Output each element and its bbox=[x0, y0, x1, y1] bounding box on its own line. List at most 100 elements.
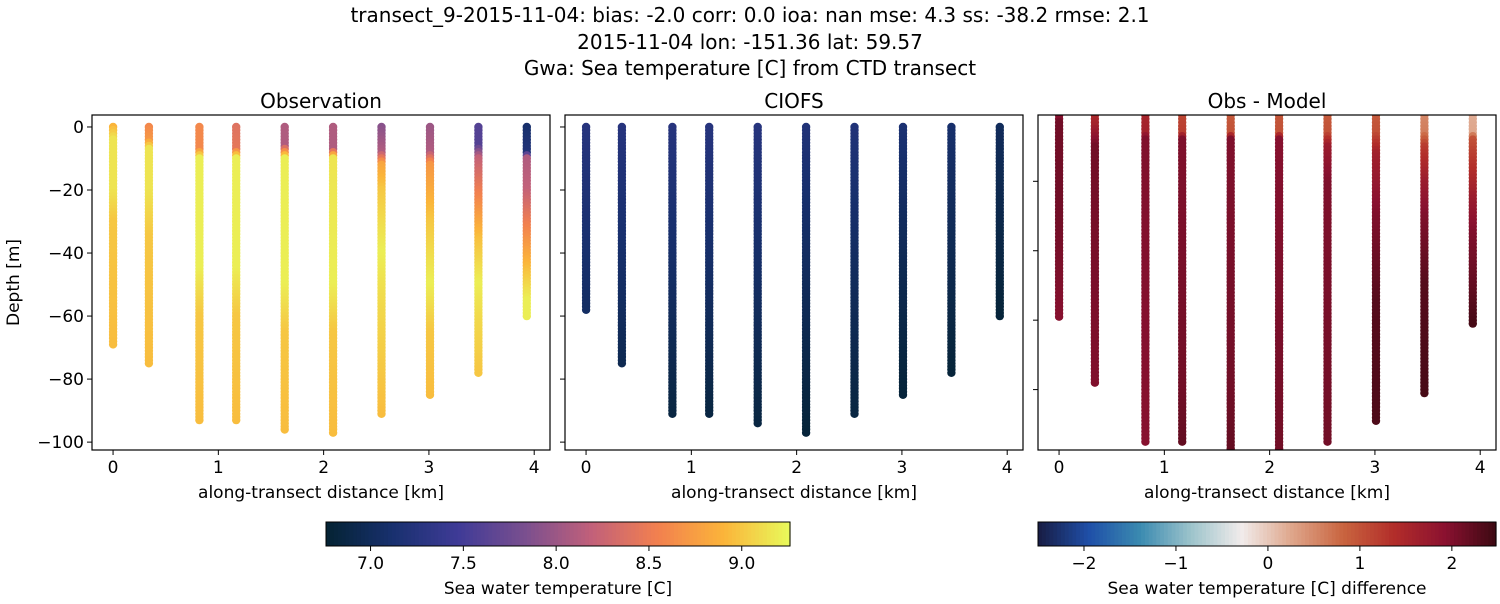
data-point bbox=[1323, 437, 1332, 446]
station-profile bbox=[898, 122, 908, 399]
colorbar-segment bbox=[1091, 522, 1096, 546]
colorbar-segment bbox=[1041, 522, 1047, 546]
colorbar-segment bbox=[356, 522, 362, 546]
data-point bbox=[328, 428, 338, 437]
colorbar-tick-label: 9.0 bbox=[728, 554, 755, 574]
colorbar-segment bbox=[457, 522, 462, 546]
colorbar-segment bbox=[488, 522, 493, 546]
colorbar-segment bbox=[387, 522, 393, 546]
colorbar-segment bbox=[666, 522, 671, 546]
colorbar-segment bbox=[662, 522, 667, 546]
colorbar-segment bbox=[1076, 522, 1081, 546]
colorbar-segment bbox=[747, 522, 752, 546]
data-point bbox=[850, 409, 859, 418]
colorbar-segment bbox=[1480, 522, 1486, 546]
colorbar-segment bbox=[1381, 522, 1386, 546]
colorbar-segment bbox=[1083, 522, 1089, 546]
title-line-3: Gwa: Sea temperature [C] from CTD transe… bbox=[524, 56, 976, 80]
colorbar-segment bbox=[716, 522, 721, 546]
data-point bbox=[1054, 312, 1064, 321]
colorbar-segment bbox=[1370, 522, 1375, 546]
colorbar-segment bbox=[1419, 522, 1425, 546]
colorbar-segment bbox=[565, 522, 571, 546]
panel-observation: Observation 0 1 2 3 4 along-transect distance … bbox=[4, 89, 551, 503]
colorbar-segment bbox=[724, 522, 729, 546]
station-profile bbox=[1323, 115, 1332, 446]
colorbar-segment bbox=[743, 522, 749, 546]
colorbar-segment bbox=[1167, 522, 1173, 546]
colorbar-segment bbox=[1438, 522, 1444, 546]
colorbar-segment bbox=[1282, 522, 1287, 546]
x-axis-label: along-transect distance [km] bbox=[198, 483, 444, 503]
colorbar-segment bbox=[704, 522, 710, 546]
colorbar-segment bbox=[422, 522, 428, 546]
colorbar-segment bbox=[418, 522, 424, 546]
colorbar-segment bbox=[1377, 522, 1383, 546]
colorbar-segment bbox=[616, 522, 621, 546]
colorbar-segment bbox=[1408, 522, 1413, 546]
colorbar-segment bbox=[1320, 522, 1325, 546]
colorbar-segment bbox=[411, 522, 416, 546]
colorbar-segment bbox=[1240, 522, 1245, 546]
station-profile bbox=[1468, 115, 1478, 328]
colorbar-tick-label: 2 bbox=[1446, 554, 1457, 574]
colorbar-tick-label: 0 bbox=[1263, 554, 1274, 574]
colorbar-segment bbox=[492, 522, 497, 546]
colorbar-segment bbox=[1293, 522, 1299, 546]
y-tick-label: −20 bbox=[48, 181, 84, 201]
colorbar-segment bbox=[380, 522, 385, 546]
colorbar-segment bbox=[1163, 522, 1169, 546]
colorbar-segment bbox=[1110, 522, 1115, 546]
colorbar-segment bbox=[561, 522, 567, 546]
panel-title: Observation bbox=[260, 89, 382, 113]
colorbar-label: Sea water temperature [C] bbox=[444, 579, 672, 599]
colorbar-segment bbox=[755, 522, 760, 546]
colorbar-tick-label: 8.0 bbox=[543, 554, 570, 574]
colorbar-segment bbox=[503, 522, 509, 546]
colorbar-segment bbox=[530, 522, 536, 546]
data-point bbox=[1275, 451, 1283, 459]
colorbar-segment bbox=[1247, 522, 1253, 546]
colorbar-segment bbox=[701, 522, 706, 546]
station-profile bbox=[617, 122, 627, 368]
colorbar-segment bbox=[333, 522, 339, 546]
colorbar-segment bbox=[1263, 522, 1268, 546]
colorbar-segment bbox=[677, 522, 683, 546]
colorbar-segment bbox=[1217, 522, 1222, 546]
colorbar-segment bbox=[1190, 522, 1196, 546]
station-profile bbox=[425, 122, 435, 399]
colorbar-segment bbox=[1232, 522, 1238, 546]
colorbar-segment bbox=[1202, 522, 1207, 546]
colorbar-segment bbox=[1148, 522, 1154, 546]
x-tick-label: 1 bbox=[213, 458, 224, 478]
colorbar-segment bbox=[1347, 522, 1352, 546]
data-point bbox=[144, 359, 154, 368]
station-profile bbox=[328, 122, 338, 437]
colorbar-segment bbox=[1179, 522, 1184, 546]
data-point bbox=[108, 340, 118, 349]
panel-ciofs: CIOFS 0 1 2 3 4 along-transect distance [km] bbox=[560, 89, 1024, 503]
x-axis-label: along-transect distance [km] bbox=[671, 483, 917, 503]
colorbar-segment bbox=[395, 522, 401, 546]
colorbar-segment bbox=[1072, 522, 1077, 546]
colorbar-segment bbox=[782, 522, 787, 546]
axes-frame bbox=[91, 114, 551, 451]
station-profile bbox=[995, 122, 1004, 321]
station-profile bbox=[522, 122, 531, 321]
colorbar-segment bbox=[1389, 522, 1394, 546]
station-profile bbox=[1274, 115, 1284, 459]
colorbar-segment bbox=[1404, 522, 1409, 546]
colorbar-segment bbox=[1461, 522, 1467, 546]
colorbar-segment bbox=[1209, 522, 1215, 546]
data-point bbox=[1178, 437, 1187, 446]
colorbar-segment bbox=[786, 522, 791, 546]
colorbar-frame bbox=[1037, 521, 1497, 547]
colorbar-segment bbox=[631, 522, 636, 546]
station-profile bbox=[108, 122, 118, 349]
colorbar-segment bbox=[604, 522, 609, 546]
colorbar-segment bbox=[1450, 522, 1455, 546]
colorbar-segment bbox=[1412, 522, 1417, 546]
colorbar-segment bbox=[507, 522, 513, 546]
colorbar-tick-label: 7.5 bbox=[450, 554, 477, 574]
colorbar-segment bbox=[550, 522, 555, 546]
